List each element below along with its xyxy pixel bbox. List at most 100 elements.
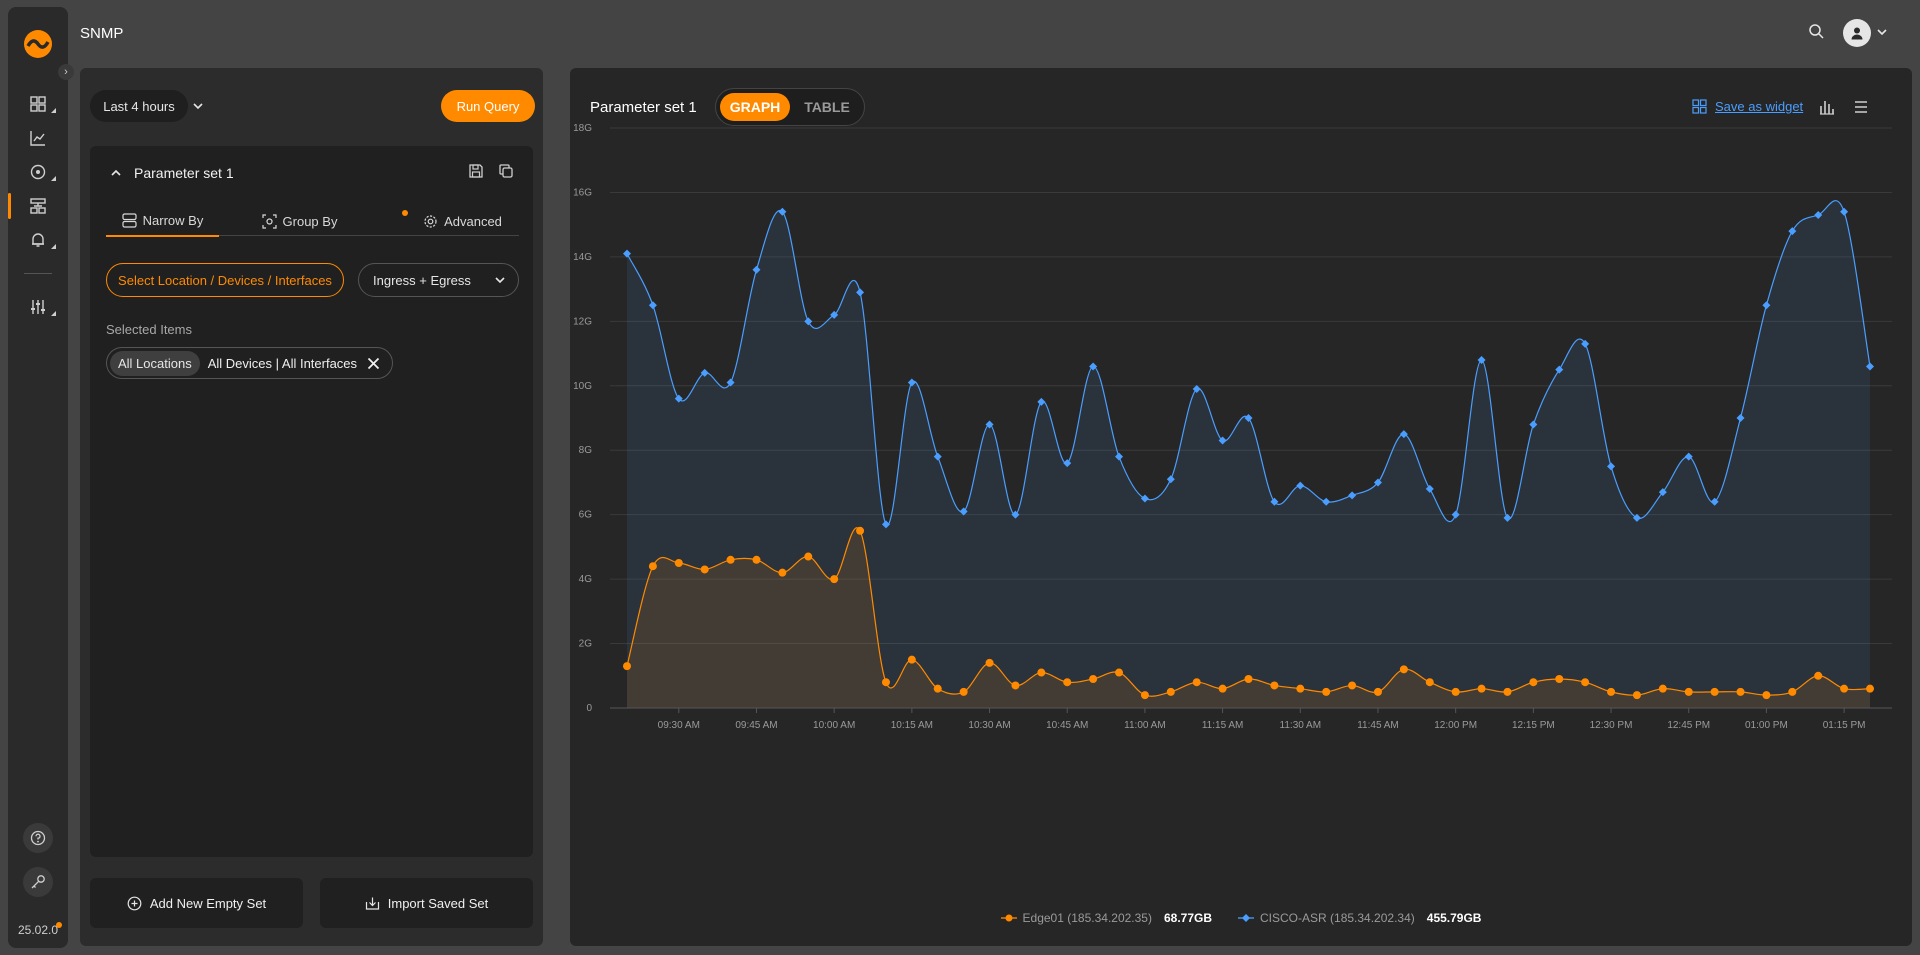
legend-series-name: Edge01 (185.34.202.35) bbox=[1022, 911, 1152, 925]
data-point bbox=[648, 562, 657, 571]
select-location-button[interactable]: Select Location / Devices / Interfaces bbox=[106, 263, 344, 297]
x-tick-label: 10:45 AM bbox=[1046, 720, 1088, 731]
data-point bbox=[778, 568, 787, 577]
search-icon[interactable] bbox=[1808, 23, 1824, 39]
data-point bbox=[1348, 681, 1357, 690]
widget-icon bbox=[1692, 99, 1707, 114]
help-button[interactable] bbox=[23, 823, 53, 853]
chevron-down-icon[interactable] bbox=[192, 100, 204, 112]
import-saved-set-button[interactable]: Import Saved Set bbox=[320, 878, 533, 928]
data-point bbox=[1218, 436, 1227, 445]
x-tick-label: 10:30 AM bbox=[968, 720, 1010, 731]
data-point bbox=[1607, 687, 1616, 696]
data-point bbox=[1684, 687, 1693, 696]
tab-group-by[interactable]: Group By bbox=[243, 206, 356, 236]
data-point bbox=[726, 555, 735, 564]
line-chart-icon bbox=[30, 131, 45, 146]
data-point bbox=[1762, 691, 1771, 700]
x-tick-label: 11:45 AM bbox=[1357, 720, 1399, 731]
save-as-widget-link[interactable]: Save as widget bbox=[1692, 99, 1803, 114]
nav-settings[interactable] bbox=[8, 290, 68, 324]
data-point bbox=[1607, 462, 1616, 471]
submenu-indicator-icon bbox=[51, 244, 56, 249]
data-point bbox=[881, 520, 890, 529]
x-tick-label: 12:15 PM bbox=[1512, 720, 1555, 731]
stack-icon bbox=[122, 213, 137, 228]
app-logo[interactable] bbox=[23, 29, 53, 59]
data-point bbox=[752, 265, 761, 274]
data-point bbox=[1037, 397, 1046, 406]
api-key-button[interactable] bbox=[23, 867, 53, 897]
data-point bbox=[1451, 510, 1460, 519]
legend-marker bbox=[1238, 914, 1255, 922]
chip-location: All Locations bbox=[110, 350, 200, 376]
collapse-rail-button[interactable]: › bbox=[58, 64, 74, 80]
nav-dashboards[interactable] bbox=[8, 87, 68, 121]
data-point bbox=[1555, 365, 1564, 374]
run-query-button[interactable]: Run Query bbox=[441, 90, 535, 122]
data-point bbox=[1115, 668, 1124, 677]
data-point bbox=[1684, 452, 1693, 461]
data-point bbox=[1477, 356, 1486, 364]
tab-narrow-by[interactable]: Narrow By bbox=[106, 206, 219, 237]
graph-view-button[interactable]: GRAPH bbox=[720, 93, 790, 121]
modified-indicator bbox=[402, 210, 408, 216]
data-point bbox=[1399, 665, 1408, 674]
data-point bbox=[1166, 687, 1175, 696]
data-point bbox=[1348, 491, 1357, 500]
nav-network[interactable] bbox=[8, 155, 68, 189]
x-tick-label: 10:00 AM bbox=[813, 720, 855, 731]
legend-item-cisco-asr[interactable]: CISCO-ASR (185.34.202.34) 455.79GB bbox=[1238, 911, 1481, 925]
nav-analytics[interactable] bbox=[8, 121, 68, 155]
table-view-button[interactable]: TABLE bbox=[804, 99, 850, 115]
data-point bbox=[752, 555, 761, 564]
data-point bbox=[726, 378, 735, 387]
y-tick-label: 2G bbox=[579, 639, 593, 650]
tab-advanced[interactable]: Advanced bbox=[402, 206, 519, 236]
direction-select[interactable]: Ingress + Egress bbox=[358, 263, 519, 297]
data-point bbox=[1788, 227, 1797, 236]
chevron-up-icon[interactable] bbox=[110, 167, 122, 179]
data-point bbox=[1089, 675, 1098, 683]
view-toggle: GRAPH TABLE bbox=[715, 88, 865, 126]
menu-icon[interactable] bbox=[1854, 101, 1868, 113]
data-point bbox=[1477, 684, 1486, 693]
selected-item-chip: All Locations All Devices | All Interfac… bbox=[106, 347, 393, 379]
data-point bbox=[700, 565, 709, 574]
save-icon[interactable] bbox=[468, 163, 484, 179]
data-point bbox=[648, 301, 657, 310]
time-range-select[interactable]: Last 4 hours bbox=[90, 90, 188, 122]
x-tick-label: 01:00 PM bbox=[1745, 720, 1788, 731]
data-point bbox=[1814, 211, 1823, 219]
chevron-down-icon bbox=[495, 277, 505, 284]
data-point bbox=[674, 559, 683, 567]
import-saved-set-label: Import Saved Set bbox=[387, 895, 489, 911]
add-empty-set-label: Add New Empty Set bbox=[149, 895, 267, 911]
data-point bbox=[1762, 301, 1771, 310]
data-point bbox=[1373, 687, 1382, 696]
user-icon bbox=[1851, 27, 1863, 40]
add-empty-set-button[interactable]: Add New Empty Set bbox=[90, 878, 303, 928]
legend-marker bbox=[1000, 914, 1017, 922]
data-point bbox=[623, 249, 631, 258]
data-point bbox=[700, 368, 709, 377]
copy-icon[interactable] bbox=[498, 163, 514, 179]
user-menu-button[interactable] bbox=[1843, 19, 1871, 47]
legend-series-name: CISCO-ASR (185.34.202.34) bbox=[1260, 911, 1415, 925]
chevron-down-icon[interactable] bbox=[1876, 26, 1888, 38]
chart-legend: Edge01 (185.34.202.35) 68.77GB CISCO-ASR… bbox=[570, 911, 1912, 925]
data-point bbox=[1399, 430, 1408, 439]
bell-icon bbox=[32, 233, 44, 247]
nav-alerts[interactable] bbox=[8, 223, 68, 257]
rail-divider bbox=[24, 273, 52, 274]
close-icon[interactable] bbox=[367, 357, 380, 370]
data-point bbox=[1788, 687, 1797, 696]
data-point bbox=[985, 420, 994, 429]
x-tick-label: 10:15 AM bbox=[891, 720, 933, 731]
legend-item-edge01[interactable]: Edge01 (185.34.202.35) 68.77GB bbox=[1000, 911, 1212, 925]
parameter-set-title[interactable]: Parameter set 1 bbox=[134, 165, 234, 181]
bar-chart-icon[interactable] bbox=[1819, 99, 1835, 115]
y-tick-label: 4G bbox=[579, 574, 593, 585]
nav-snmp[interactable] bbox=[8, 189, 68, 223]
x-tick-label: 01:15 PM bbox=[1823, 720, 1866, 731]
